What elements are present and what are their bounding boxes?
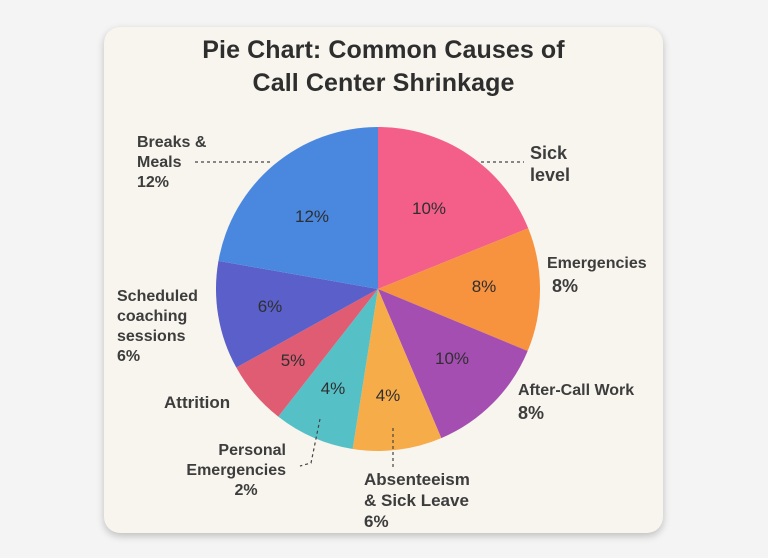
callout-text: Meals	[137, 154, 182, 171]
inner-label-sick: 10%	[411, 199, 447, 218]
callout-text: Emergencies	[186, 462, 286, 479]
callout-text: coaching	[117, 308, 188, 325]
callout-value: 8%	[518, 403, 545, 423]
inner-label-coaching: 6%	[257, 297, 283, 316]
inner-label-breaks: 12%	[294, 207, 330, 226]
chart-title: Pie Chart: Common Causes of Call Center …	[104, 34, 663, 100]
inner-label-absenteeism: 4%	[375, 386, 401, 405]
inner-label-personal: 4%	[320, 379, 346, 398]
callout-text: level	[530, 165, 571, 185]
callout-text: Emergencies	[547, 255, 647, 272]
pie-slice-absenteeism-sick-leave	[352, 289, 442, 452]
chart-title-line-1: Pie Chart: Common Causes of	[202, 36, 565, 64]
callout-text: & Sick Leave	[364, 491, 469, 510]
callout-value: 2%	[234, 482, 258, 499]
callout-personal-emergencies: Personal Emergencies 2%	[166, 441, 286, 501]
callout-emergencies: Emergencies 8%	[547, 254, 647, 296]
callout-text: Sick	[530, 143, 568, 163]
pie-slices	[215, 127, 540, 452]
leader-line-personal	[299, 418, 321, 467]
callout-text: Attrition	[164, 393, 231, 412]
callout-text: Breaks &	[137, 134, 207, 151]
callout-absenteeism: Absenteeism & Sick Leave 6%	[364, 469, 470, 532]
callout-value: 12%	[137, 174, 170, 191]
callout-text: Scheduled	[117, 288, 198, 305]
inner-label-after-call: 10%	[434, 349, 470, 368]
callout-value: 6%	[364, 512, 389, 531]
inner-label-emergencies: 8%	[471, 277, 497, 296]
callout-text: Absenteeism	[364, 470, 470, 489]
inner-label-attrition: 5%	[280, 351, 306, 370]
callout-breaks-meals: Breaks & Meals 12%	[137, 133, 206, 193]
leader-lines	[195, 161, 524, 468]
callout-text: sessions	[117, 328, 186, 345]
callout-attrition: Attrition	[164, 393, 230, 413]
callout-value: 6%	[117, 348, 141, 365]
callout-text: After-Call Work	[518, 382, 635, 399]
pie-slice-scheduled-coaching-sessions	[215, 260, 378, 368]
callout-after-call-work: After-Call Work 8%	[518, 381, 634, 423]
pie-slice-breaks-meals	[218, 127, 378, 289]
chart-title-line-2: Call Center Shrinkage	[252, 69, 515, 97]
pie-slice-emergencies	[378, 228, 540, 351]
pie-slice-attrition	[236, 289, 378, 417]
pie-slice-sick-level	[378, 127, 529, 289]
pie-slice-after-call-work	[378, 289, 528, 439]
callout-text: Personal	[218, 442, 286, 459]
callout-scheduled-coaching: Scheduled coaching sessions 6%	[117, 287, 198, 367]
callout-sick-level: Sick level	[530, 142, 570, 186]
pie-slice-personal-emergencies	[278, 289, 378, 450]
callout-value: 8%	[552, 276, 579, 296]
